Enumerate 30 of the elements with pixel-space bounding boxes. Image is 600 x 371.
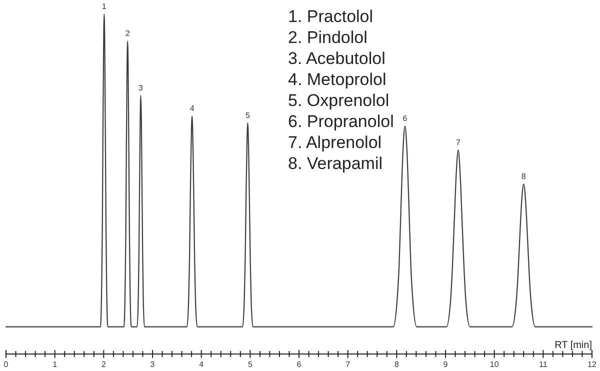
x-tick-label: 0 bbox=[4, 360, 9, 369]
annotation: 7 bbox=[456, 138, 461, 147]
annotation: 3. Acebutolol bbox=[288, 49, 386, 68]
annotation: 4. Metoprolol bbox=[288, 70, 386, 89]
x-tick-label: 12 bbox=[588, 360, 597, 369]
x-tick-label: 5 bbox=[248, 360, 253, 369]
x-tick-label: 1 bbox=[52, 360, 58, 369]
annotation: 4 bbox=[190, 104, 195, 113]
annotation: 3 bbox=[138, 84, 144, 93]
x-tick-label: 7 bbox=[346, 360, 351, 369]
annotation: 6. Propranolol bbox=[288, 112, 394, 131]
x-tick-label: 10 bbox=[490, 360, 500, 369]
x-tick-label: 11 bbox=[539, 360, 548, 369]
annotation: 5 bbox=[246, 110, 250, 120]
x-tick-label: 8 bbox=[394, 360, 400, 369]
annotation: 1 bbox=[102, 2, 107, 11]
x-tick-label: 4 bbox=[199, 360, 204, 369]
annotation: 8 bbox=[521, 172, 526, 181]
annotation: 1. Practolol bbox=[288, 7, 374, 26]
annotation: 8. Verapamil bbox=[288, 154, 382, 173]
annotation: 2 bbox=[125, 29, 130, 38]
x-tick-label: 6 bbox=[296, 360, 302, 369]
x-tick-label: 2 bbox=[101, 360, 106, 369]
annotation: 6 bbox=[402, 114, 408, 124]
annotation: 2. Pindolol bbox=[288, 28, 368, 47]
annotation: 7. Alprenolol bbox=[288, 133, 382, 152]
x-tick-label: 9 bbox=[443, 360, 448, 369]
annotation: 5. Oxprenolol bbox=[288, 91, 390, 110]
x-axis-title: RT [min] bbox=[554, 340, 592, 351]
x-tick-label: 3 bbox=[150, 360, 156, 369]
